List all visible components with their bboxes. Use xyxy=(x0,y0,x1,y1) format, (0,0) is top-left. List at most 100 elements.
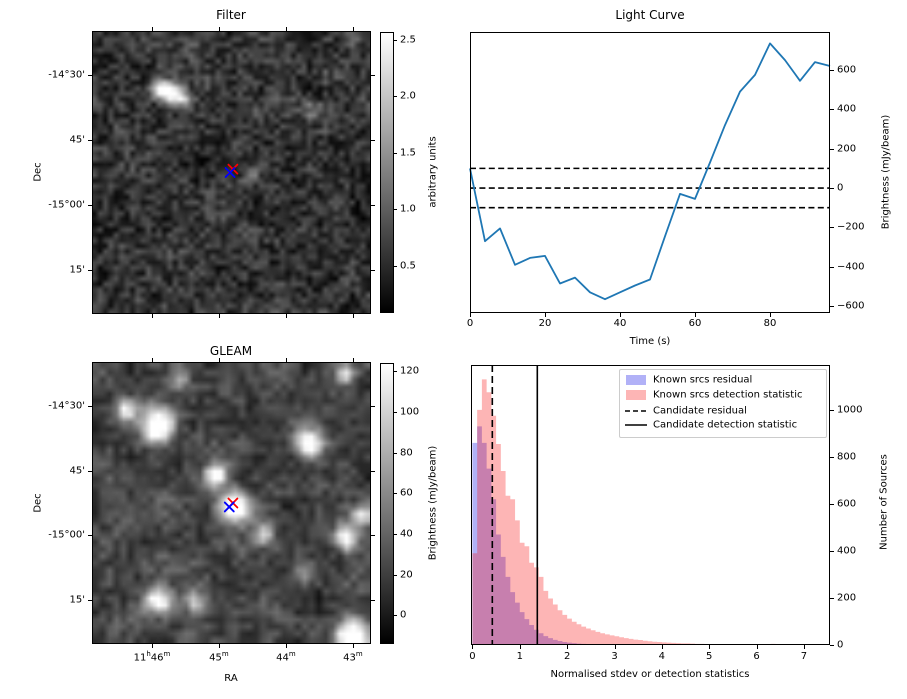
hist-y-tick xyxy=(830,456,834,458)
light-curve-plot xyxy=(469,42,831,301)
hist-y-tick xyxy=(830,503,834,505)
legend-label: Candidate detection statistic xyxy=(653,419,798,431)
gleam-x-tick xyxy=(218,358,220,362)
lc-y-tick-label: 600 xyxy=(837,64,857,76)
gleam-x-tick-label: 44m xyxy=(276,650,296,664)
filter-x-tick xyxy=(218,314,220,318)
lc-y-tick-label: −400 xyxy=(837,261,865,273)
filter-ylabel: Dec xyxy=(32,162,44,182)
lc-y-tick-label: 400 xyxy=(837,103,857,115)
gleam-colorbar-tick-label: 120 xyxy=(400,365,420,377)
hist-y-tick xyxy=(830,597,834,599)
gleam-marker-overlay xyxy=(223,497,239,513)
filter-colorbar-tick xyxy=(394,209,397,211)
legend-swatch-dashed-line xyxy=(625,410,647,412)
filter-colorbar-tick-label: 0.5 xyxy=(400,260,416,272)
hist-x-tick xyxy=(803,645,805,649)
filter-y-tick xyxy=(88,139,92,141)
hist-x-tick xyxy=(519,645,521,649)
gleam-y-tick-label: 45' xyxy=(69,465,85,477)
gleam-image xyxy=(92,362,371,644)
marker-x-blue xyxy=(223,501,235,513)
filter-colorbar-tick-label: 2.0 xyxy=(400,90,416,102)
filter-y-tick-label: -14°30' xyxy=(48,69,85,81)
gleam-colorbar-tick-label: 40 xyxy=(400,528,413,540)
hist-x-tick-label: 7 xyxy=(800,651,808,662)
legend xyxy=(619,369,827,438)
lc-x-tick xyxy=(770,313,771,317)
filter-image xyxy=(92,31,371,314)
gleam-y-tick xyxy=(371,405,375,407)
filter-colorbar-tick xyxy=(394,39,397,41)
lc-x-tick-label: 80 xyxy=(763,318,777,329)
gleam-x-tick xyxy=(285,358,287,362)
lc-x-tick-label: 0 xyxy=(466,318,474,329)
gleam-colorbar xyxy=(380,363,394,644)
gleam-y-tick xyxy=(88,470,92,472)
light-curve-title: Light Curve xyxy=(615,8,685,22)
gleam-xlabel: RA xyxy=(224,673,238,684)
gleam-colorbar-tick xyxy=(394,534,397,536)
gleam-colorbar-tick xyxy=(394,615,397,617)
hist-y-tick-label: 800 xyxy=(837,451,857,463)
hist-x-tick xyxy=(661,645,663,649)
lc-y-tick-label: 0 xyxy=(837,182,844,194)
filter-marker-overlay xyxy=(224,163,239,178)
filter-colorbar xyxy=(380,32,394,313)
filter-x-tick xyxy=(285,314,287,318)
gleam-colorbar-tick-label: 60 xyxy=(400,487,413,499)
lc-x-tick-label: 60 xyxy=(688,318,702,329)
hist-x-tick-label: 1 xyxy=(516,651,523,662)
hist-series-known-srcs-detection-statistic xyxy=(472,379,814,645)
gleam-x-tick-label: 11h46m xyxy=(133,650,171,664)
filter-colorbar-label: arbitrary units xyxy=(427,136,439,208)
filter-y-tick xyxy=(88,74,92,76)
lc-y-tick-label: 200 xyxy=(837,143,857,155)
hist-y-tick xyxy=(830,550,834,552)
filter-x-tick xyxy=(352,27,354,31)
filter-y-tick xyxy=(371,74,375,76)
lc-y-tick xyxy=(830,109,834,111)
hist-y-tick xyxy=(830,645,834,646)
filter-colorbar-tick xyxy=(394,96,397,98)
gleam-y-tick-label: -14°30' xyxy=(48,400,85,412)
filter-x-tick xyxy=(352,314,354,318)
hist-x-tick xyxy=(567,645,569,649)
gleam-y-tick xyxy=(371,600,375,602)
hist-y-tick xyxy=(830,409,834,411)
hist-series-known-srcs-residual xyxy=(472,426,596,645)
filter-y-tick xyxy=(88,205,92,207)
filter-y-tick xyxy=(371,205,375,207)
gleam-colorbar-tick-label: 100 xyxy=(400,406,420,418)
legend-swatch-solid-line xyxy=(625,424,647,426)
light-curve-line xyxy=(469,42,831,301)
light-curve-xlabel: Time (s) xyxy=(629,336,671,347)
hist-y-tick-label: 400 xyxy=(837,545,857,557)
histogram-xlabel: Normalised stdev or detection statistics xyxy=(550,669,750,680)
lc-y-tick xyxy=(830,227,834,229)
filter-y-tick xyxy=(371,270,375,272)
gleam-colorbar-tick xyxy=(394,493,397,495)
gleam-x-tick xyxy=(218,644,220,648)
light-curve-ylabel: Brightness (mJy/beam) xyxy=(880,114,892,230)
hist-x-tick-label: 0 xyxy=(469,651,476,662)
gleam-x-tick xyxy=(352,358,354,362)
lc-y-tick xyxy=(830,266,834,268)
hist-x-tick xyxy=(709,645,711,649)
gleam-y-tick xyxy=(88,600,92,602)
hist-x-tick-label: 2 xyxy=(563,651,571,662)
gleam-x-tick xyxy=(151,644,153,648)
filter-colorbar-tick xyxy=(394,152,397,154)
lc-x-tick xyxy=(545,313,546,317)
lc-y-tick xyxy=(830,69,834,71)
hist-x-tick-label: 4 xyxy=(658,651,666,662)
filter-y-tick-label: 15' xyxy=(69,264,85,276)
lc-x-tick-label: 40 xyxy=(613,318,627,329)
filter-colorbar-tick-label: 1.0 xyxy=(400,203,416,215)
gleam-title: GLEAM xyxy=(209,344,253,358)
filter-title: Filter xyxy=(216,8,246,22)
filter-colorbar-tick-label: 2.5 xyxy=(400,34,416,46)
lc-y-tick xyxy=(830,148,834,150)
gleam-x-tick-label: 45m xyxy=(209,650,229,664)
